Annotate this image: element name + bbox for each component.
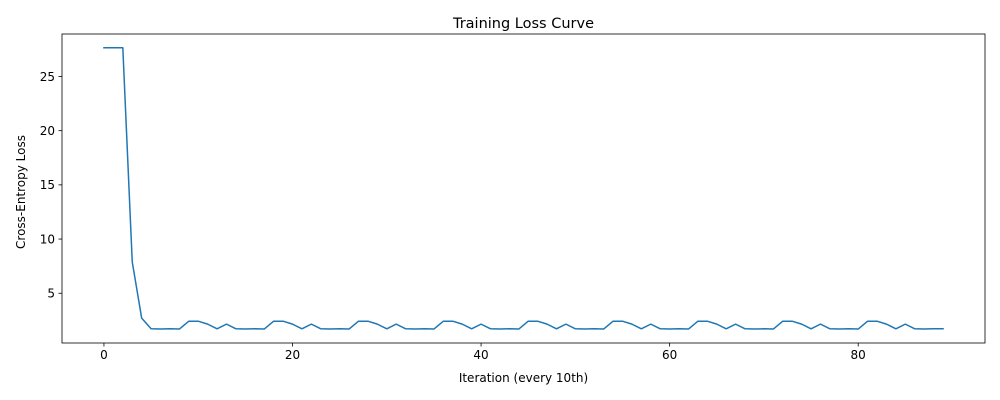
y-tick-label: 15 [40, 178, 55, 192]
x-axis: 0 20 40 60 80 [100, 343, 866, 362]
plot-frame [61, 33, 986, 344]
y-axis-label: Cross-Entropy Loss [14, 135, 28, 249]
y-tick-label: 20 [40, 124, 55, 138]
x-tick-label: 0 [100, 348, 108, 362]
y-tick-label: 25 [40, 70, 55, 84]
x-tick-label: 80 [851, 348, 866, 362]
x-tick-label: 20 [285, 348, 300, 362]
plot-area [103, 47, 944, 330]
x-tick-label: 40 [473, 348, 488, 362]
loss-series-line [103, 47, 944, 330]
x-axis-label: Iteration (every 10th) [459, 371, 588, 385]
y-tick-label: 10 [40, 232, 55, 246]
chart-title: Training Loss Curve [452, 16, 594, 32]
y-axis: 5 10 15 20 25 [40, 70, 62, 301]
x-tick-label: 60 [662, 348, 677, 362]
y-tick-label: 5 [47, 287, 55, 301]
